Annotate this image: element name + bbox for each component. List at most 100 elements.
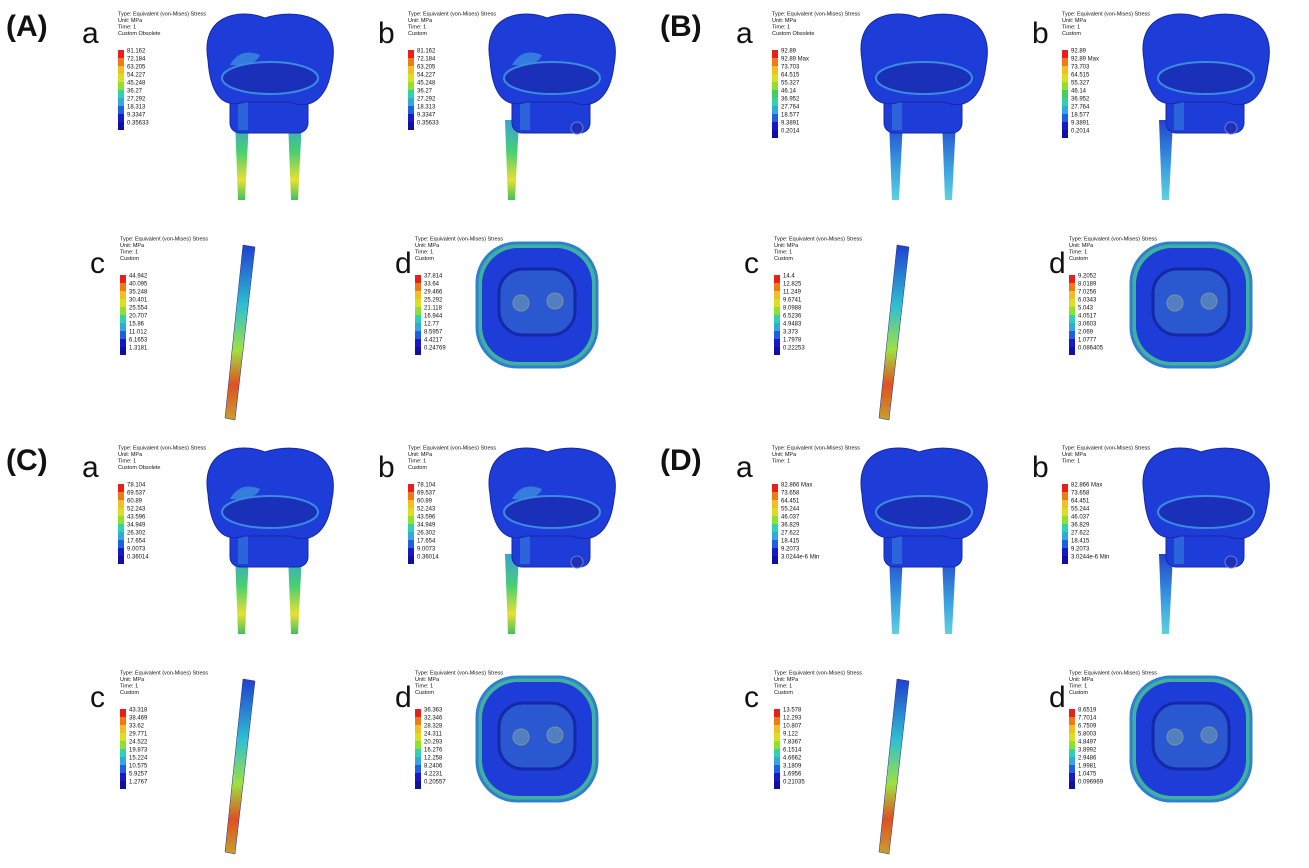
legend-value: 27.622	[781, 531, 800, 537]
legend-value: 46.14	[781, 89, 797, 95]
colorbar-segment	[1062, 114, 1068, 122]
colorbar-segment	[408, 114, 414, 122]
legend-header: Type: Equivalent (von-Mises) Stress	[415, 670, 503, 676]
colorbar-segment	[415, 741, 421, 749]
legend-value: 9.3891	[781, 121, 800, 127]
legend-value: 72.184	[417, 57, 436, 63]
legend-value: 36.27	[127, 89, 143, 95]
legend-value: 7.7014	[1078, 716, 1097, 722]
legend-value: 9.2052	[1078, 274, 1097, 280]
colorbar-segment	[1062, 66, 1068, 74]
colorbar-segment	[772, 516, 778, 524]
legend-value: 20.293	[424, 740, 443, 746]
colorbar-segment	[772, 548, 778, 556]
legend-header: Time: 1	[772, 24, 790, 30]
legend-value: 8.0189	[1078, 282, 1097, 288]
legend-header: Type: Equivalent (von-Mises) Stress	[120, 670, 208, 676]
colorbar-segment	[1062, 492, 1068, 500]
colorbar-segment	[118, 106, 124, 114]
colorbar-segment	[415, 347, 421, 355]
implant-pin	[225, 245, 255, 420]
legend-value: 9.6741	[783, 298, 802, 304]
colorbar-segment	[1062, 130, 1068, 138]
colorbar-segment	[772, 66, 778, 74]
legend-value: 1.6956	[783, 772, 802, 778]
legend-header: Custom	[1069, 256, 1088, 262]
legend-header: Unit: MPa	[1062, 18, 1087, 24]
subpanel-letter: a	[736, 17, 753, 50]
colorbar-segment	[772, 532, 778, 540]
legend-value: 19.873	[129, 748, 148, 754]
legend-value: 12.77	[424, 322, 440, 328]
colorbar-segment	[772, 540, 778, 548]
implant-model	[861, 448, 987, 634]
legend-header: Time: 1	[1069, 683, 1087, 689]
legend-value: 34.949	[417, 523, 436, 529]
legend-value: 17.654	[417, 539, 436, 545]
subpanel-letter: b	[378, 451, 395, 484]
colorbar-segment	[772, 58, 778, 66]
implant-model	[861, 14, 987, 200]
legend-value: 4.8497	[1078, 740, 1097, 746]
colorbar-segment	[1062, 548, 1068, 556]
colorbar-segment	[415, 315, 421, 323]
legend-value: 14.4	[783, 274, 795, 280]
colorbar-segment	[774, 765, 780, 773]
colorbar-segment	[774, 773, 780, 781]
screw	[547, 293, 563, 309]
legend-header: Unit: MPa	[772, 452, 797, 458]
panel-label: (A)	[6, 10, 48, 43]
colorbar-segment	[118, 66, 124, 74]
implant-model	[207, 14, 333, 200]
legend-value: 9.2073	[781, 547, 800, 553]
colorbar-segment	[408, 122, 414, 130]
colorbar-segment	[408, 500, 414, 508]
legend-header: Custom Obsolete	[118, 465, 161, 471]
legend-value: 6.1653	[129, 338, 148, 344]
legend-header: Time: 1	[774, 683, 792, 689]
screw	[513, 295, 529, 311]
legend-header: Unit: MPa	[774, 243, 799, 249]
legend-header: Type: Equivalent (von-Mises) Stress	[774, 236, 862, 242]
legend-value: 26.302	[417, 531, 436, 537]
subpanel-letter: c	[90, 681, 105, 714]
legend-header: Time: 1	[118, 24, 136, 30]
colorbar-segment	[1069, 339, 1075, 347]
legend-header: Time: 1	[1062, 458, 1080, 464]
screw	[1167, 295, 1183, 311]
legend-value: 11.249	[783, 290, 802, 296]
legend-header: Custom	[408, 31, 427, 37]
colorbar-segment	[772, 90, 778, 98]
crown-rim	[1158, 62, 1254, 94]
legend-header: Time: 1	[1069, 249, 1087, 255]
colorbar-segment	[774, 315, 780, 323]
colorbar-segment	[415, 275, 421, 283]
legend-header: Time: 1	[120, 249, 138, 255]
colorbar-segment	[1069, 749, 1075, 757]
legend-value: 69.537	[127, 491, 146, 497]
subpanel-letter: a	[82, 451, 99, 484]
legend-value: 54.227	[417, 73, 436, 79]
legend-header: Unit: MPa	[120, 243, 145, 249]
legend-value: 1.2767	[129, 780, 148, 786]
legend-value: 0.35633	[417, 121, 439, 127]
colorbar-segment	[772, 122, 778, 130]
legend-value: 37.814	[424, 274, 443, 280]
legend-value: 26.302	[127, 531, 146, 537]
ring-inner	[499, 703, 575, 769]
legend-value: 7.0256	[1078, 290, 1097, 296]
ring-inner	[499, 269, 575, 335]
colorbar-segment	[1062, 58, 1068, 66]
colorbar-segment	[120, 339, 126, 347]
subpanel-letter: d	[1049, 681, 1066, 714]
colorbar-segment	[1069, 733, 1075, 741]
colorbar-segment	[120, 283, 126, 291]
legend-value: 92.89 Max	[781, 57, 809, 63]
legend-value: 43.596	[417, 515, 436, 521]
legend-value: 9.0073	[417, 547, 436, 553]
colorbar-segment	[772, 50, 778, 58]
legend-value: 78.104	[127, 483, 146, 489]
colorbar-segment	[772, 106, 778, 114]
colorbar-segment	[772, 484, 778, 492]
legend-header: Unit: MPa	[774, 677, 799, 683]
